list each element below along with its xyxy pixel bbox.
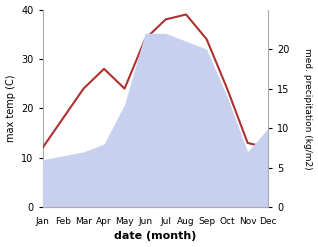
Y-axis label: med. precipitation (kg/m2): med. precipitation (kg/m2): [303, 48, 313, 169]
X-axis label: date (month): date (month): [114, 231, 197, 242]
Y-axis label: max temp (C): max temp (C): [5, 75, 16, 142]
